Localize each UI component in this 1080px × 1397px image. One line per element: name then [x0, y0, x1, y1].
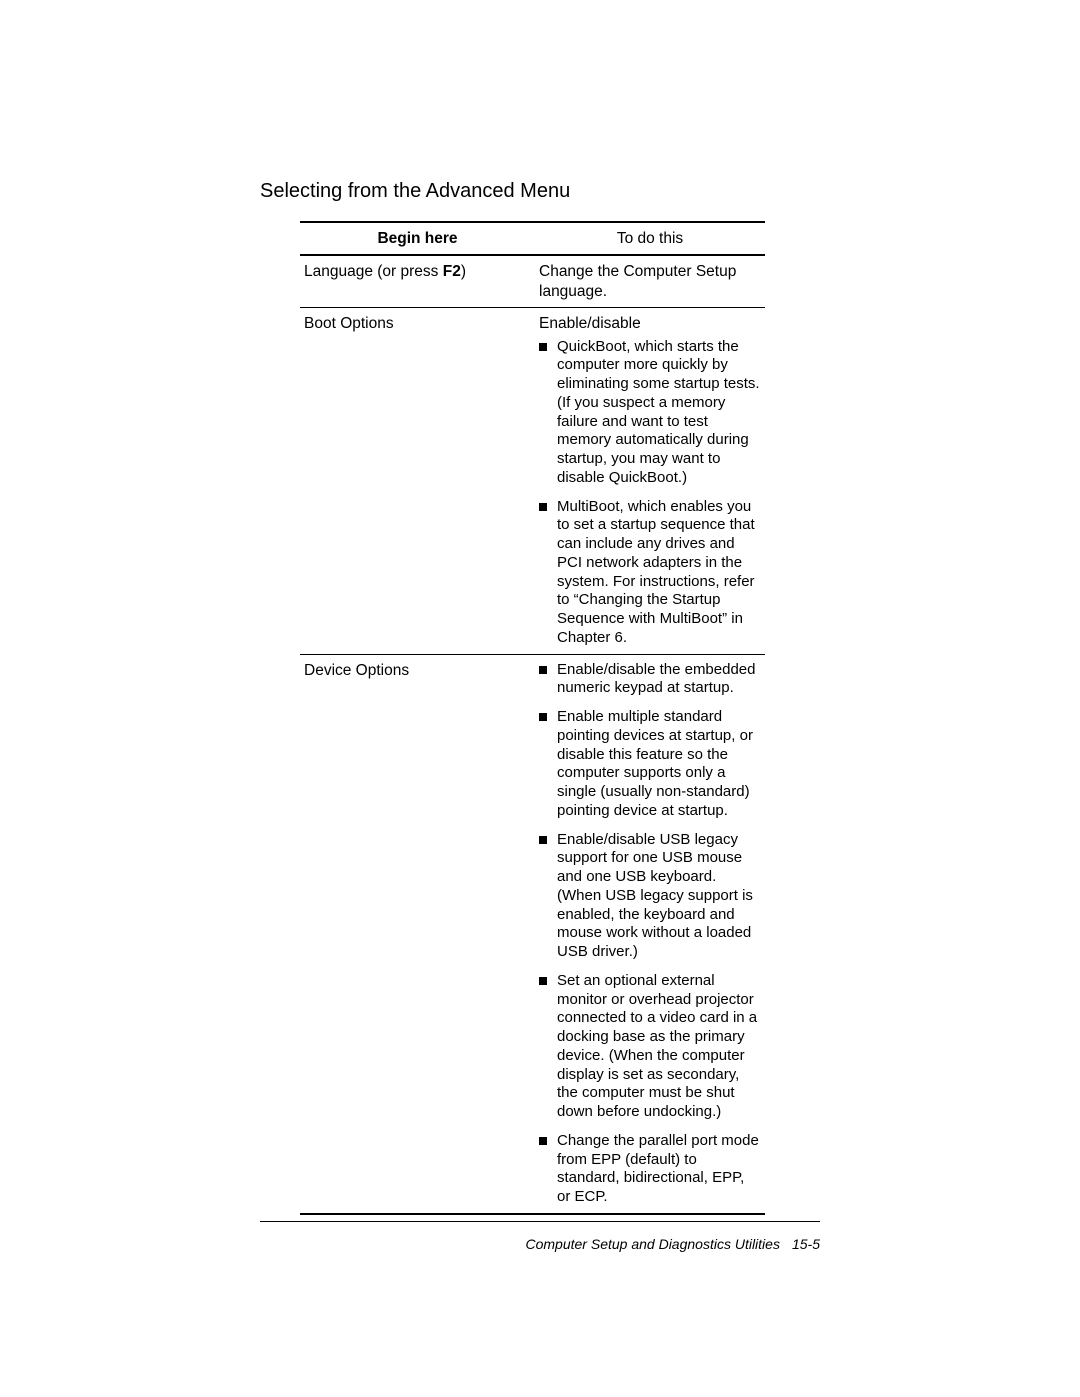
table-row: Boot Options Enable/disable QuickBoot, w…: [300, 308, 765, 654]
list-item: Set an optional external monitor or over…: [539, 972, 761, 1122]
list-item: QuickBoot, which starts the computer mor…: [539, 338, 761, 488]
table-header-row: Begin here To do this: [300, 222, 765, 255]
bullet-list: QuickBoot, which starts the computer mor…: [539, 338, 761, 648]
text: Language (or press: [304, 263, 443, 280]
row-language-label: Language (or press F2): [300, 255, 535, 307]
bullet-list: Enable/disable the embedded numeric keyp…: [539, 661, 761, 1207]
text: ): [461, 263, 466, 280]
footer-rule: [260, 1221, 820, 1222]
table-header-to-do-this: To do this: [535, 222, 765, 255]
advanced-menu-table: Begin here To do this Language (or press…: [300, 221, 820, 1215]
table-header-begin-here: Begin here: [300, 222, 535, 255]
table-row: Device Options Enable/disable the embedd…: [300, 654, 765, 1214]
section-title: Selecting from the Advanced Menu: [260, 180, 820, 203]
footer-title: Computer Setup and Diagnostics Utilities: [526, 1236, 780, 1252]
footer-text: Computer Setup and Diagnostics Utilities…: [260, 1236, 820, 1252]
row-boot-options-label: Boot Options: [300, 308, 535, 654]
page-footer: Computer Setup and Diagnostics Utilities…: [260, 1221, 820, 1252]
list-item: Change the parallel port mode from EPP (…: [539, 1132, 761, 1207]
row-device-options-desc: Enable/disable the embedded numeric keyp…: [535, 654, 765, 1214]
page-number: 15-5: [792, 1236, 820, 1252]
table-row: Language (or press F2) Change the Comput…: [300, 255, 765, 307]
list-item: Enable/disable USB legacy support for on…: [539, 831, 761, 962]
key-f2: F2: [443, 263, 461, 280]
list-item: MultiBoot, which enables you to set a st…: [539, 498, 761, 648]
list-item: Enable/disable the embedded numeric keyp…: [539, 661, 761, 699]
row-device-options-label: Device Options: [300, 654, 535, 1214]
text: Enable/disable: [539, 315, 641, 332]
list-item: Enable multiple standard pointing device…: [539, 708, 761, 821]
row-language-desc: Change the Computer Setup language.: [535, 255, 765, 307]
row-boot-options-desc: Enable/disable QuickBoot, which starts t…: [535, 308, 765, 654]
